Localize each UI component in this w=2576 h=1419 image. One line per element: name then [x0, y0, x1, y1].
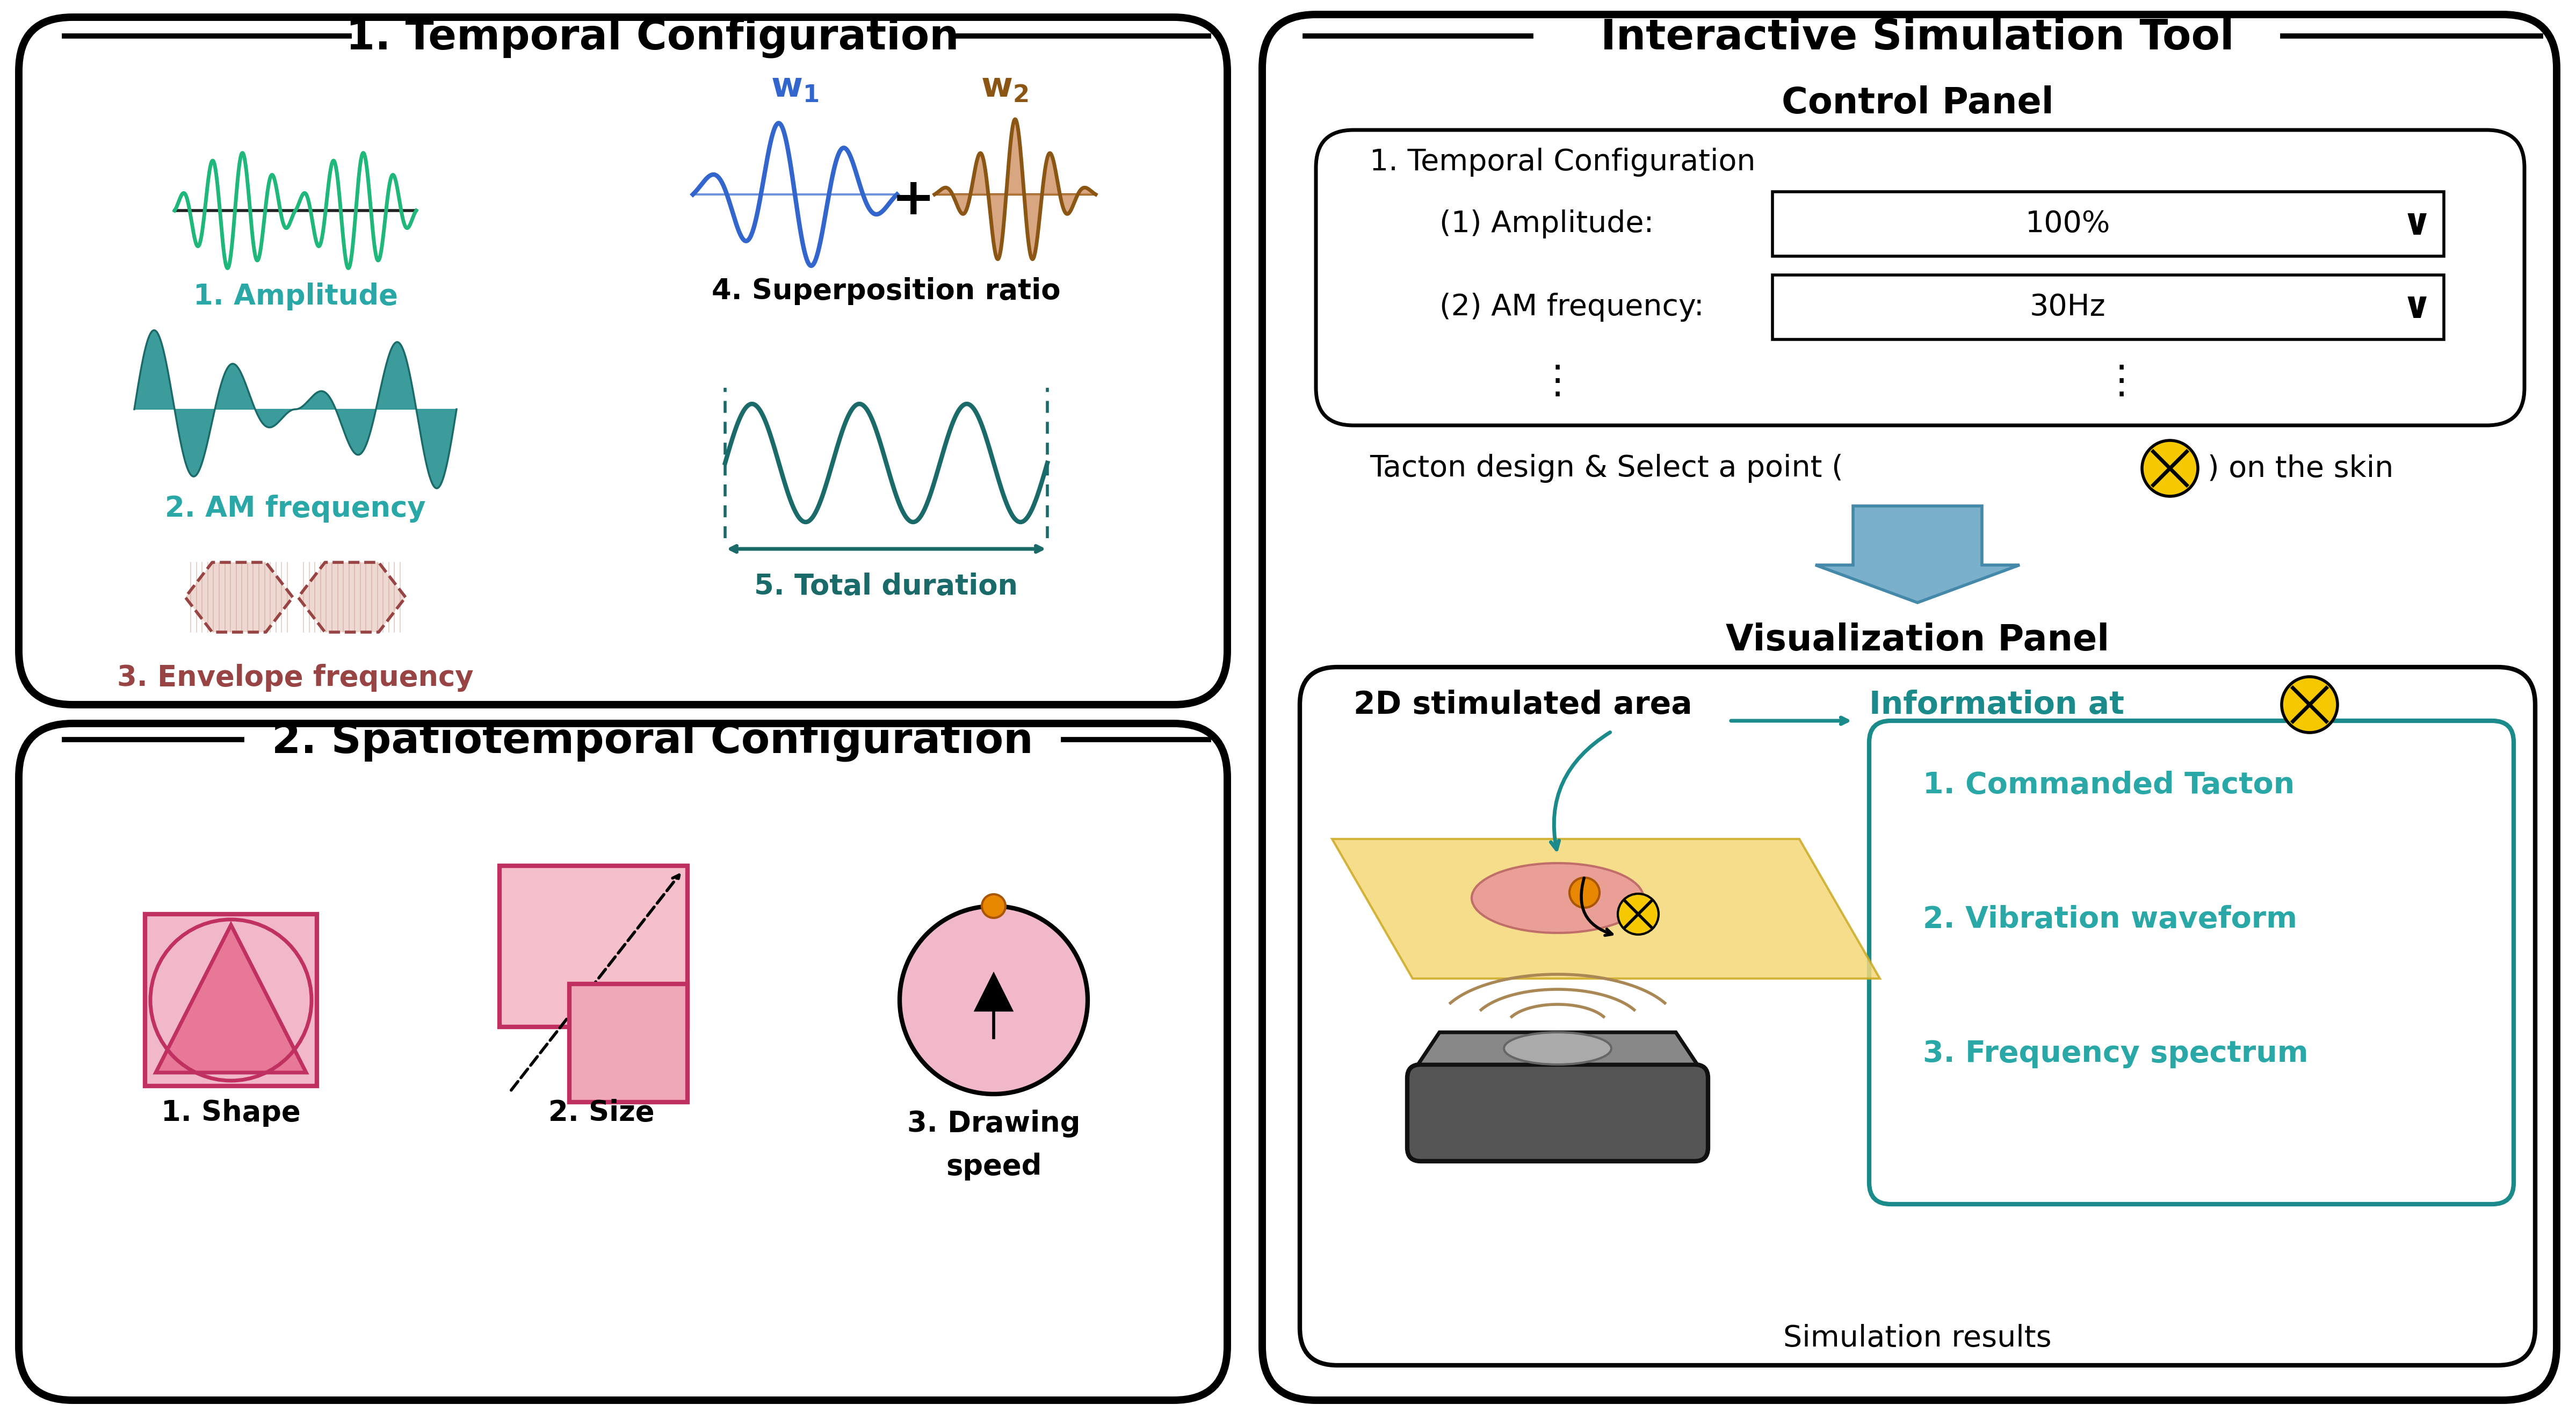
Bar: [144, 914, 317, 1086]
Text: 2. Spatiotemporal Configuration: 2. Spatiotemporal Configuration: [273, 721, 1033, 762]
Text: 1. Temporal Configuration: 1. Temporal Configuration: [345, 17, 958, 58]
Text: ∨: ∨: [2401, 289, 2432, 325]
Circle shape: [899, 907, 1087, 1094]
Text: Control Panel: Control Panel: [1783, 85, 2053, 121]
Text: $\mathbf{w_1}$: $\mathbf{w_1}$: [770, 71, 819, 104]
Text: 2. Vibration waveform: 2. Vibration waveform: [1922, 905, 2298, 934]
FancyArrowPatch shape: [1551, 732, 1610, 850]
Ellipse shape: [1471, 863, 1643, 932]
Polygon shape: [1816, 507, 2020, 603]
Text: $\mathbf{w_2}$: $\mathbf{w_2}$: [981, 71, 1028, 104]
Text: 3. Envelope frequency: 3. Envelope frequency: [116, 664, 474, 692]
Bar: [1772, 275, 2445, 339]
FancyBboxPatch shape: [1262, 14, 2555, 1401]
Text: Interactive Simulation Tool: Interactive Simulation Tool: [1600, 17, 2233, 58]
Circle shape: [2143, 440, 2197, 497]
Polygon shape: [979, 986, 1010, 1006]
FancyBboxPatch shape: [18, 724, 1226, 1401]
Polygon shape: [155, 925, 307, 1073]
Circle shape: [1618, 894, 1659, 935]
Circle shape: [1569, 877, 1600, 908]
Text: 1. Commanded Tacton: 1. Commanded Tacton: [1922, 771, 2295, 800]
Polygon shape: [299, 562, 404, 631]
Text: Simulation results: Simulation results: [1783, 1324, 2050, 1352]
Text: Tacton design & Select a point (: Tacton design & Select a point (: [1370, 454, 1844, 482]
Text: ⋮: ⋮: [1538, 363, 1577, 402]
Text: 1. Shape: 1. Shape: [162, 1098, 301, 1127]
Circle shape: [981, 894, 1005, 918]
Text: +: +: [891, 175, 935, 224]
Text: ⋮: ⋮: [2102, 363, 2141, 402]
Text: 30Hz: 30Hz: [2030, 292, 2107, 322]
Text: 2. Size: 2. Size: [549, 1098, 654, 1127]
Text: 3. Frequency spectrum: 3. Frequency spectrum: [1922, 1039, 2308, 1069]
Text: Information at: Information at: [1870, 690, 2125, 719]
Text: (2) AM frequency:: (2) AM frequency:: [1440, 292, 1705, 322]
FancyBboxPatch shape: [1406, 1064, 1708, 1161]
Polygon shape: [185, 562, 294, 631]
Text: 2. AM frequency: 2. AM frequency: [165, 495, 425, 522]
Text: 1. Temporal Configuration: 1. Temporal Configuration: [1370, 148, 1757, 177]
FancyBboxPatch shape: [1301, 667, 2535, 1365]
Circle shape: [2282, 677, 2336, 732]
Text: (1) Amplitude:: (1) Amplitude:: [1440, 210, 1654, 238]
Text: ) on the skin: ) on the skin: [2208, 454, 2393, 482]
FancyBboxPatch shape: [18, 17, 1226, 705]
Text: 3. Drawing: 3. Drawing: [907, 1110, 1079, 1138]
FancyBboxPatch shape: [1870, 721, 2514, 1205]
Bar: [1772, 192, 2445, 257]
Text: 100%: 100%: [2025, 210, 2110, 238]
Text: 2D stimulated area: 2D stimulated area: [1352, 690, 1692, 719]
Text: ∨: ∨: [2401, 206, 2432, 243]
Bar: [569, 983, 688, 1103]
Text: Visualization Panel: Visualization Panel: [1726, 623, 2110, 658]
Polygon shape: [974, 973, 1012, 1010]
Text: 5. Total duration: 5. Total duration: [755, 572, 1018, 600]
Polygon shape: [1417, 1032, 1698, 1064]
Polygon shape: [1332, 839, 1880, 979]
Text: 1. Amplitude: 1. Amplitude: [193, 282, 397, 311]
Ellipse shape: [1504, 1032, 1613, 1064]
FancyBboxPatch shape: [1316, 131, 2524, 426]
FancyArrowPatch shape: [1582, 878, 1613, 935]
Bar: [500, 866, 688, 1027]
Text: 4. Superposition ratio: 4. Superposition ratio: [711, 277, 1061, 305]
Text: speed: speed: [945, 1152, 1041, 1181]
